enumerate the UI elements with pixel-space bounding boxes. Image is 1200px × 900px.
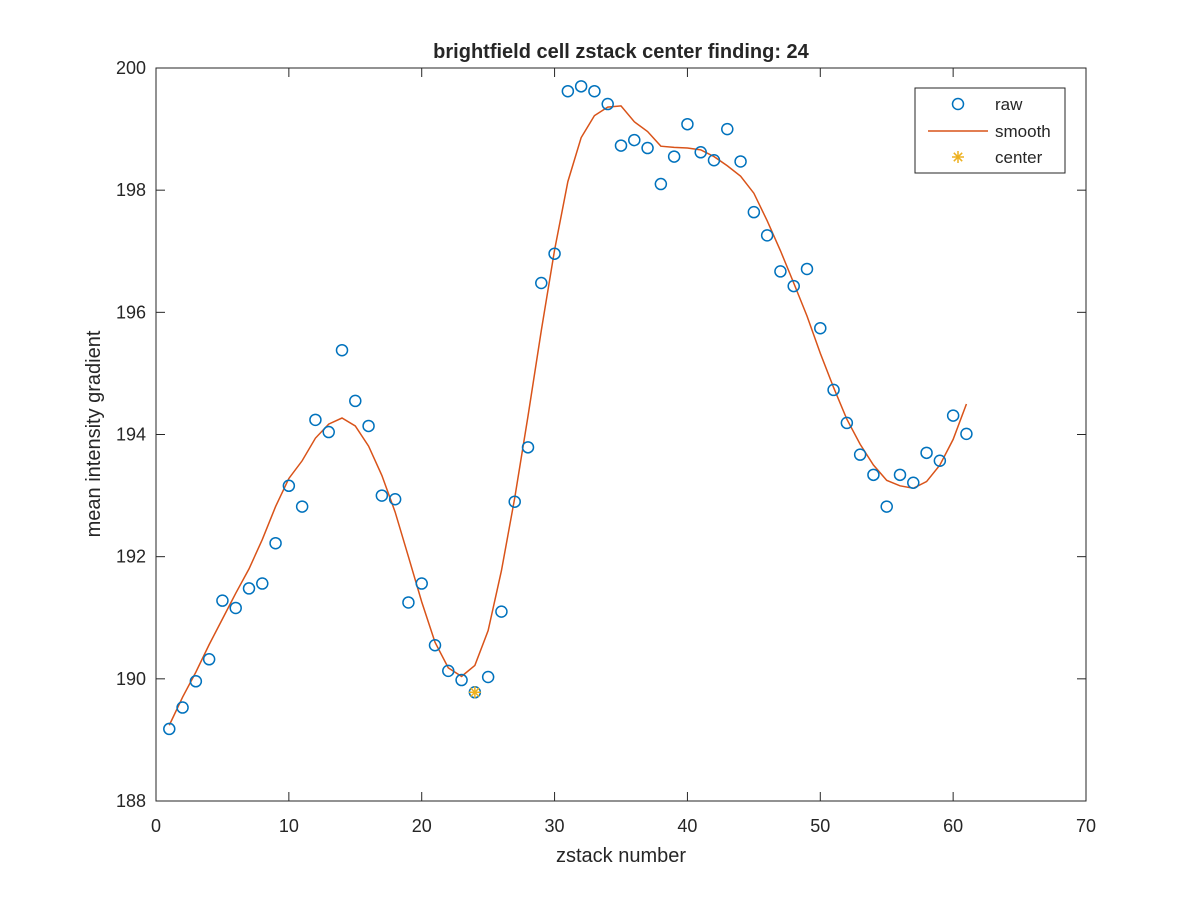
raw-point (734, 155, 747, 168)
raw-point (628, 133, 641, 147)
raw-point (442, 664, 455, 678)
y-tick-label: 196 (116, 302, 146, 322)
raw-point (721, 122, 734, 136)
x-tick-label: 30 (545, 816, 565, 836)
raw-point (574, 80, 588, 93)
raw-point (667, 150, 681, 163)
raw-point (907, 476, 920, 490)
raw-series (163, 80, 973, 736)
raw-point (880, 500, 893, 513)
legend-raw-marker-icon (951, 97, 965, 111)
x-tick-label: 20 (412, 816, 432, 836)
raw-point (428, 638, 442, 652)
raw-point (295, 500, 309, 513)
raw-point (176, 701, 189, 714)
y-tick-label: 192 (116, 547, 146, 567)
raw-point (893, 468, 907, 482)
raw-point (521, 441, 535, 454)
raw-point (641, 141, 654, 155)
axis-ticks: 0 10 20 30 40 50 60 70 188 190 192 194 196 198 200 (116, 58, 1096, 836)
raw-point (256, 577, 269, 590)
raw-point (375, 489, 389, 502)
raw-point (455, 673, 468, 687)
raw-point (349, 394, 362, 408)
raw-point (760, 229, 774, 242)
raw-point (681, 117, 694, 131)
raw-point (853, 448, 867, 461)
raw-point (588, 84, 601, 98)
raw-point (840, 416, 854, 430)
raw-point (814, 321, 827, 335)
chart-title: brightfield cell zstack center finding: … (433, 41, 810, 63)
x-tick-label: 10 (279, 816, 299, 836)
raw-point (242, 582, 256, 595)
smooth-series-line (168, 105, 968, 726)
raw-point (163, 722, 176, 736)
raw-point (827, 383, 840, 397)
raw-point (946, 409, 960, 422)
raw-point (787, 279, 800, 293)
x-tick-label: 50 (810, 816, 830, 836)
raw-point (362, 419, 375, 433)
raw-point (415, 577, 428, 590)
legend-center-marker-icon (952, 151, 964, 163)
y-tick-label: 194 (116, 425, 146, 445)
raw-point (920, 446, 933, 460)
raw-point (707, 153, 721, 167)
raw-point (535, 276, 548, 290)
raw-point (229, 601, 242, 615)
raw-point (774, 265, 787, 278)
y-tick-label: 188 (116, 791, 146, 811)
y-tick-label: 190 (116, 669, 146, 689)
raw-point (202, 653, 216, 666)
x-tick-label: 40 (677, 816, 697, 836)
raw-point (481, 670, 495, 684)
legend: raw smooth center (914, 87, 1066, 174)
y-axis-label: mean intensity gradient (83, 330, 105, 537)
raw-point (614, 139, 628, 152)
x-axis-label: zstack number (556, 845, 686, 867)
raw-point (335, 343, 349, 357)
raw-point (402, 596, 415, 609)
raw-point (933, 454, 947, 468)
center-point (468, 686, 481, 699)
x-tick-label: 70 (1076, 816, 1096, 836)
x-tick-label: 0 (151, 816, 161, 836)
raw-point (561, 84, 575, 98)
raw-point (867, 468, 880, 482)
raw-point (800, 262, 814, 276)
raw-point (189, 675, 203, 688)
raw-point (309, 413, 322, 427)
plot-area (156, 68, 1086, 801)
raw-point (694, 146, 707, 159)
raw-point (747, 205, 761, 219)
raw-point (601, 97, 614, 111)
plot-border (155, 67, 1087, 802)
raw-point (654, 177, 668, 191)
raw-point (548, 247, 561, 260)
raw-point (322, 425, 335, 439)
raw-point (216, 594, 229, 607)
y-tick-label: 200 (116, 58, 146, 78)
series-layer (163, 80, 973, 736)
raw-point (269, 536, 282, 550)
x-tick-label: 60 (943, 816, 963, 836)
raw-point (508, 495, 521, 508)
raw-point (960, 427, 973, 441)
y-tick-label: 198 (116, 180, 146, 200)
legend-center-label: center (995, 148, 1043, 167)
raw-point (495, 605, 508, 618)
raw-point (282, 479, 296, 493)
raw-point (388, 492, 402, 506)
legend-smooth-label: smooth (995, 122, 1051, 141)
legend-raw-label: raw (995, 95, 1023, 114)
